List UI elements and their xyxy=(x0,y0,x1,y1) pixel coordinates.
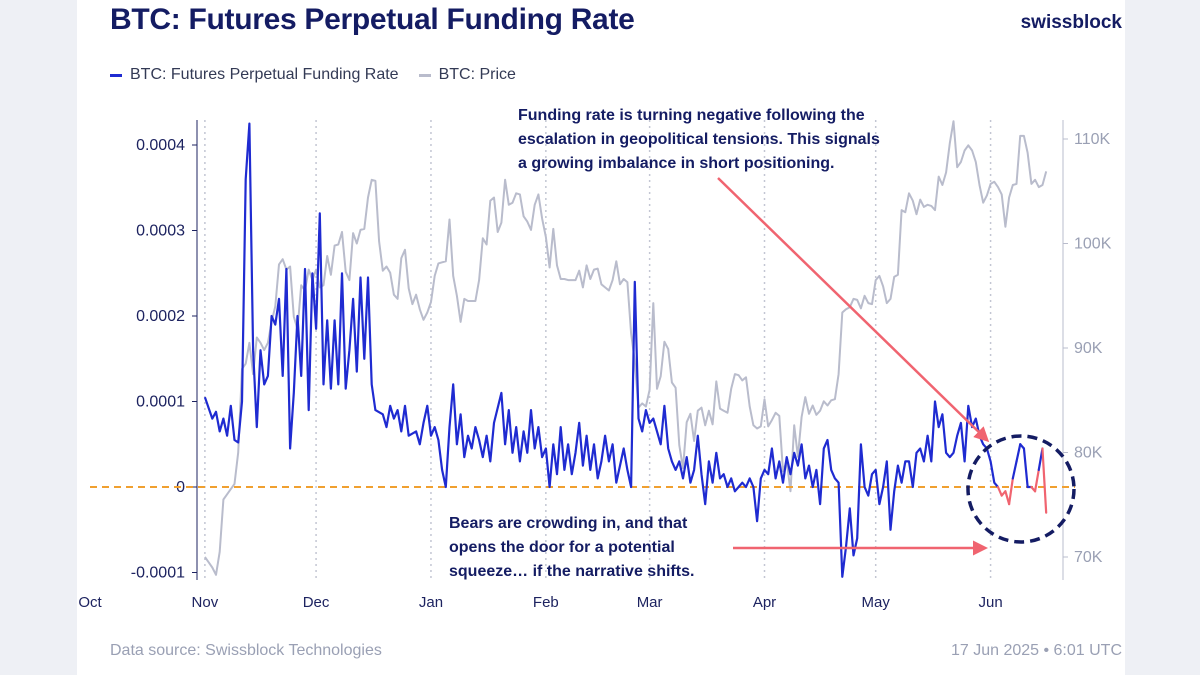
brand-logo: swissblock xyxy=(1020,12,1122,33)
left-tick-label: 0.0002 xyxy=(136,308,185,325)
chart-title: BTC: Futures Perpetual Funding Rate xyxy=(110,3,635,36)
legend-item-funding[interactable]: BTC: Futures Perpetual Funding Rate xyxy=(110,66,399,84)
right-tick-label: 80K xyxy=(1074,445,1103,462)
annotation-bottom-line: squeeze… if the narrative shifts. xyxy=(449,563,695,580)
funding-rate-line xyxy=(203,122,999,578)
x-tick-label: May xyxy=(862,594,891,611)
left-tick-label: -0.0001 xyxy=(131,565,185,582)
funding-negative-segment xyxy=(1008,477,1014,506)
annotation-bottom: Bears are crowding in, and that opens th… xyxy=(449,512,694,584)
right-tick-label: 90K xyxy=(1074,340,1103,357)
x-tick-label: Apr xyxy=(753,594,776,611)
x-tick-label: Nov xyxy=(192,594,219,611)
funding-negative-segment xyxy=(1033,468,1040,493)
funding-negative-segment xyxy=(996,485,1003,497)
left-tick-label: 0.0003 xyxy=(136,223,185,240)
x-tick-label: Dec xyxy=(303,594,330,611)
left-tick-label: 0.0001 xyxy=(136,394,185,411)
right-tick-label: 110K xyxy=(1074,131,1111,148)
annotation-top-line: escalation in geopolitical tensions. Thi… xyxy=(518,131,880,148)
annotation-top: Funding rate is turning negative followi… xyxy=(518,104,880,176)
data-source: Data source: Swissblock Technologies xyxy=(110,642,382,659)
x-tick-label: Feb xyxy=(533,594,559,611)
funding-rate-segment xyxy=(1015,443,1022,463)
annotation-top-line: Funding rate is turning negative followi… xyxy=(518,107,865,124)
price-line xyxy=(204,120,1048,576)
x-tick-label: Jun xyxy=(978,594,1002,611)
legend-swatch-funding xyxy=(110,73,122,77)
highlight-circle xyxy=(966,434,1076,544)
x-tick-label: Mar xyxy=(637,594,663,611)
right-tick-label: 100K xyxy=(1074,236,1112,253)
chart-legend: BTC: Futures Perpetual Funding Rate BTC:… xyxy=(110,66,536,84)
chart-card xyxy=(77,0,1125,675)
legend-label-funding: BTC: Futures Perpetual Funding Rate xyxy=(130,66,399,83)
legend-item-price[interactable]: BTC: Price xyxy=(418,66,516,84)
x-tick-label: Jan xyxy=(419,594,443,611)
timestamp: 17 Jun 2025 • 6:01 UTC xyxy=(950,642,1122,659)
left-tick-label: 0.0004 xyxy=(136,137,185,154)
annotation-bottom-line: opens the door for a potential xyxy=(449,539,675,556)
annotation-top-line: a growing imbalance in short positioning… xyxy=(518,155,835,172)
legend-swatch-price xyxy=(418,73,431,77)
right-tick-label: 70K xyxy=(1074,549,1103,566)
funding-rate-segment xyxy=(1022,447,1029,489)
funding-negative-segment xyxy=(1041,447,1048,514)
annotation-bottom-line: Bears are crowding in, and that xyxy=(449,515,688,532)
annotation-arrow-top xyxy=(717,177,990,443)
funding-rate-segment xyxy=(1011,460,1018,480)
legend-label-price: BTC: Price xyxy=(438,66,516,83)
x-tick-label: Oct xyxy=(78,594,102,611)
